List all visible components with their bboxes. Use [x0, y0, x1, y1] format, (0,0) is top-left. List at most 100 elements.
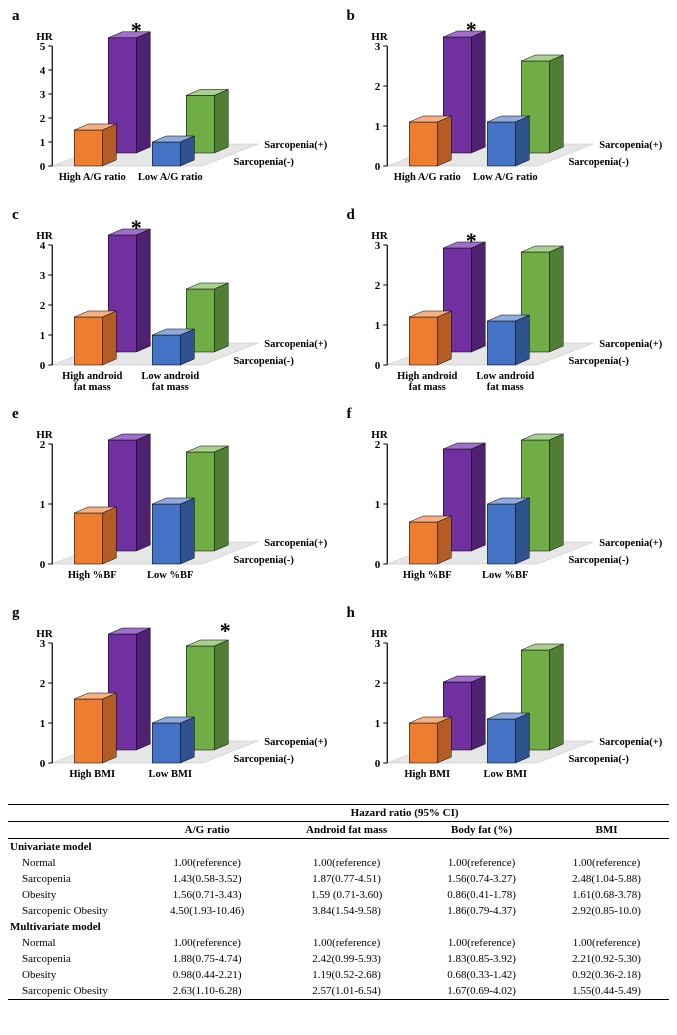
svg-text:Sarcopenia(-): Sarcopenia(-)	[568, 555, 629, 566]
table-cell: 1.00(reference)	[140, 855, 274, 871]
svg-text:2: 2	[40, 300, 46, 312]
svg-text:Low BMI: Low BMI	[149, 769, 192, 780]
svg-text:0: 0	[374, 559, 380, 571]
svg-text:fat mass: fat mass	[486, 382, 523, 393]
table-cell: 1.55(0.44-5.49)	[544, 983, 669, 1000]
table-row-label: Sarcopenic Obesity	[8, 983, 140, 1000]
svg-text:3: 3	[40, 270, 46, 282]
table-cell: 1.87(0.77-4.51)	[274, 871, 419, 887]
svg-text:High BMI: High BMI	[69, 769, 115, 780]
table-cell: 0.68(0.33-1.42)	[419, 967, 544, 983]
table-col-header: Android fat mass	[274, 822, 419, 839]
svg-text:0: 0	[374, 360, 380, 372]
table-cell: 1.00(reference)	[274, 855, 419, 871]
panel-letter: h	[347, 605, 355, 622]
panel-h: h0123HRHigh BMILow BMISarcopenia(+)Sarco…	[341, 603, 672, 798]
svg-text:*: *	[131, 18, 142, 43]
svg-text:Sarcopenia(+): Sarcopenia(+)	[264, 339, 327, 350]
table-cell: 1.59 (0.71-3.60)	[274, 887, 419, 903]
svg-text:2: 2	[40, 678, 46, 690]
svg-text:1: 1	[40, 330, 46, 342]
table-row-label: Sarcopenia	[8, 871, 140, 887]
svg-text:2: 2	[374, 678, 380, 690]
table-cell: 3.84(1.54-9.58)	[274, 903, 419, 919]
panel-a: a012345HRHigh A/G ratioLow A/G ratioSarc…	[6, 6, 337, 201]
svg-text:HR: HR	[36, 31, 54, 43]
table-cell: 1.00(reference)	[544, 855, 669, 871]
bar-chart-3d: 0123HRHigh androidfat massLow androidfat…	[341, 205, 672, 400]
svg-text:Low %BF: Low %BF	[147, 570, 193, 581]
svg-text:*: *	[131, 215, 142, 240]
bar-chart-3d: 0123HRHigh BMILow BMISarcopenia(+)Sarcop…	[6, 603, 337, 798]
table-cell: 1.56(0.74-3.27)	[419, 871, 544, 887]
panel-d: d0123HRHigh androidfat massLow androidfa…	[341, 205, 672, 400]
svg-text:0: 0	[40, 559, 46, 571]
svg-text:High A/G ratio: High A/G ratio	[59, 172, 126, 183]
svg-text:HR: HR	[36, 230, 54, 242]
svg-text:HR: HR	[36, 628, 54, 640]
svg-text:1: 1	[40, 718, 46, 730]
svg-text:*: *	[220, 618, 231, 643]
table-cell: 1.61(0.68-3.78)	[544, 887, 669, 903]
table-cell: 1.00(reference)	[274, 935, 419, 951]
svg-text:Sarcopenia(-): Sarcopenia(-)	[568, 157, 629, 168]
svg-text:0: 0	[374, 161, 380, 173]
svg-text:fat mass: fat mass	[408, 382, 445, 393]
svg-text:High android: High android	[397, 371, 457, 382]
panel-e: e012HRHigh %BFLow %BFSarcopenia(+)Sarcop…	[6, 404, 337, 599]
svg-text:0: 0	[40, 758, 46, 770]
table-row-label: Sarcopenia	[8, 951, 140, 967]
svg-text:High A/G ratio: High A/G ratio	[393, 172, 460, 183]
svg-text:High android: High android	[62, 371, 122, 382]
table-cell: 0.92(0.36-2.18)	[544, 967, 669, 983]
svg-text:*: *	[465, 17, 476, 42]
table-section-title: Multivariate model	[8, 919, 669, 935]
table-row-label: Normal	[8, 935, 140, 951]
table-col-header: Body fat (%)	[419, 822, 544, 839]
svg-text:Sarcopenia(+): Sarcopenia(+)	[264, 737, 327, 748]
svg-text:Sarcopenia(-): Sarcopenia(-)	[568, 356, 629, 367]
table-col-header: BMI	[544, 822, 669, 839]
svg-text:HR: HR	[371, 429, 389, 441]
bar-chart-3d: 0123HRHigh BMILow BMISarcopenia(+)Sarcop…	[341, 603, 672, 798]
svg-text:High BMI: High BMI	[404, 769, 450, 780]
table-cell: 1.67(0.69-4.02)	[419, 983, 544, 1000]
panel-letter: d	[347, 207, 355, 224]
table-cell: 4.50(1.93-10.46)	[140, 903, 274, 919]
svg-text:Sarcopenia(-): Sarcopenia(-)	[233, 157, 294, 168]
svg-text:Sarcopenia(+): Sarcopenia(+)	[264, 140, 327, 151]
svg-text:Sarcopenia(+): Sarcopenia(+)	[599, 140, 662, 151]
svg-text:fat mass: fat mass	[74, 382, 111, 393]
bar-chart-3d: 012345HRHigh A/G ratioLow A/G ratioSarco…	[6, 6, 337, 201]
table-section-title: Univariate model	[8, 839, 669, 856]
svg-text:Sarcopenia(-): Sarcopenia(-)	[233, 754, 294, 765]
svg-text:Sarcopenia(+): Sarcopenia(+)	[599, 339, 662, 350]
panel-c: c01234HRHigh androidfat massLow androidf…	[6, 205, 337, 400]
svg-text:2: 2	[374, 81, 380, 93]
svg-text:1: 1	[374, 718, 380, 730]
svg-text:0: 0	[40, 360, 46, 372]
table-cell: 0.86(0.41-1.78)	[419, 887, 544, 903]
svg-text:Low BMI: Low BMI	[483, 769, 526, 780]
svg-text:fat mass: fat mass	[152, 382, 189, 393]
table-cell: 1.00(reference)	[544, 935, 669, 951]
svg-text:Sarcopenia(-): Sarcopenia(-)	[233, 356, 294, 367]
hazard-ratio-table: Hazard ratio (95% CI) A/G ratioAndroid f…	[8, 804, 669, 1000]
svg-text:Sarcopenia(+): Sarcopenia(+)	[599, 737, 662, 748]
bar-chart-3d: 012HRHigh %BFLow %BFSarcopenia(+)Sarcope…	[341, 404, 672, 599]
figure-grid: a012345HRHigh A/G ratioLow A/G ratioSarc…	[0, 0, 677, 798]
panel-letter: g	[12, 605, 20, 622]
panel-f: f012HRHigh %BFLow %BFSarcopenia(+)Sarcop…	[341, 404, 672, 599]
svg-text:1: 1	[374, 320, 380, 332]
table-cell: 1.56(0.71-3.43)	[140, 887, 274, 903]
svg-text:0: 0	[374, 758, 380, 770]
hazard-ratio-table-wrap: Hazard ratio (95% CI) A/G ratioAndroid f…	[0, 798, 677, 1010]
svg-text:Sarcopenia(-): Sarcopenia(-)	[568, 754, 629, 765]
panel-letter: a	[12, 8, 20, 25]
svg-text:HR: HR	[36, 429, 54, 441]
table-cell: 2.63(1.10-6.28)	[140, 983, 274, 1000]
svg-text:HR: HR	[371, 628, 389, 640]
table-cell: 1.00(reference)	[140, 935, 274, 951]
svg-text:HR: HR	[371, 31, 389, 43]
table-row-label: Obesity	[8, 887, 140, 903]
